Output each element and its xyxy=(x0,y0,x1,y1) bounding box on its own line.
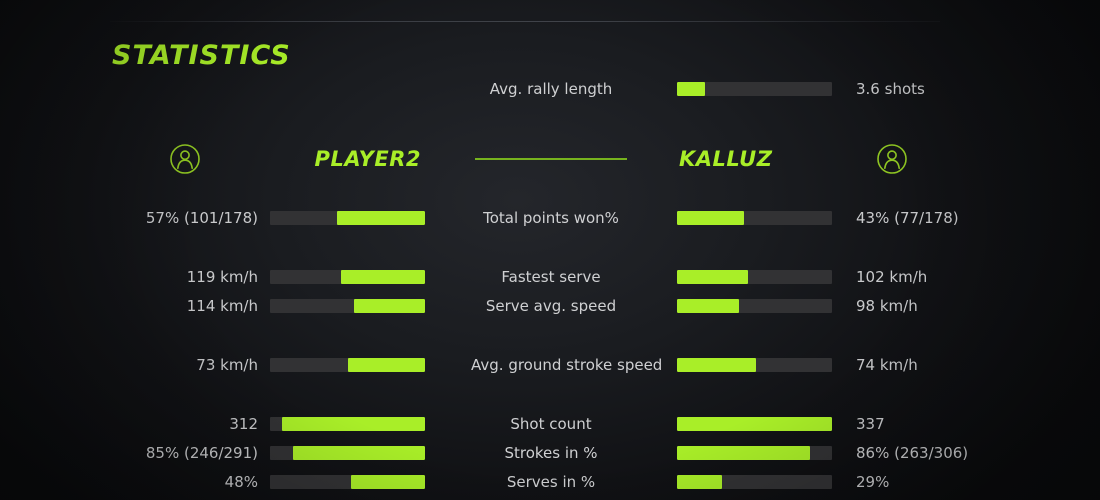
bar-fill xyxy=(341,270,425,284)
stat-value-right: 43% (77/178) xyxy=(856,209,959,227)
stat-value-left: 73 km/h xyxy=(196,356,258,374)
bar-fill xyxy=(336,211,425,225)
bar-fill xyxy=(293,446,425,460)
stat-value-avg-rally-length: 3.6 shots xyxy=(856,80,925,98)
bar-track xyxy=(677,475,832,489)
stat-row: 85% (246/291) Strokes in % 86% (263/306) xyxy=(0,440,1100,466)
stat-bar-left xyxy=(270,211,425,225)
stat-value-left: 312 xyxy=(229,415,258,433)
stat-value-right: 337 xyxy=(856,415,885,433)
stat-bar-left xyxy=(270,475,425,489)
bar-fill xyxy=(347,358,425,372)
bar-track xyxy=(270,270,425,284)
bar-fill xyxy=(677,82,705,96)
stat-label: Serve avg. speed xyxy=(485,297,617,315)
stat-label: Strokes in % xyxy=(504,444,598,462)
stat-bar-left xyxy=(270,270,425,284)
player-name-left: PLAYER2 xyxy=(314,147,421,171)
stat-value-right: 86% (263/306) xyxy=(856,444,969,462)
stat-value-right: 102 km/h xyxy=(856,268,928,286)
stat-label: Serves in % xyxy=(506,473,596,491)
avatar-left[interactable] xyxy=(110,143,260,175)
stat-label: Total points won% xyxy=(483,209,619,227)
stat-row: 57% (101/178) Total points won% 43% (77/17… xyxy=(0,205,1100,231)
bar-fill xyxy=(677,211,744,225)
stat-bar-left xyxy=(270,417,425,431)
bar-fill xyxy=(677,358,757,372)
bar-track xyxy=(677,299,832,313)
stat-row: 73 km/h Avg. ground stroke speed 74 km/h xyxy=(0,352,1100,378)
person-circle-icon xyxy=(877,144,907,174)
bar-fill xyxy=(350,475,425,489)
bar-fill xyxy=(677,417,832,431)
stat-bar-right xyxy=(677,211,832,225)
stat-row: 114 km/h Serve avg. speed 98 km/h xyxy=(0,293,1100,319)
stat-value-left: 85% (246/291) xyxy=(145,444,258,462)
stat-bar-right xyxy=(677,270,832,284)
bar-track xyxy=(677,358,832,372)
bar-track xyxy=(677,211,832,225)
bar-fill xyxy=(677,270,749,284)
bar-track xyxy=(677,446,832,460)
avatar-right[interactable] xyxy=(842,143,1000,175)
bar-fill xyxy=(677,299,739,313)
center-divider xyxy=(475,158,627,160)
bar-track xyxy=(270,211,425,225)
stat-row: 312 Shot count 337 xyxy=(0,411,1100,437)
stat-bar-right xyxy=(677,475,832,489)
stat-bar-left xyxy=(270,358,425,372)
stat-value-left: 119 km/h xyxy=(186,268,258,286)
bar-fill xyxy=(677,475,722,489)
player-name-right: KALLUZ xyxy=(679,147,773,171)
stat-value-right: 29% xyxy=(856,473,890,491)
bar-track xyxy=(270,358,425,372)
stat-value-right: 74 km/h xyxy=(856,356,918,374)
stat-bar-left xyxy=(270,299,425,313)
stat-value-right: 98 km/h xyxy=(856,297,918,315)
bar-track xyxy=(677,270,832,284)
stat-bar-right xyxy=(677,358,832,372)
stat-bar-right xyxy=(677,446,832,460)
stat-label-avg-rally-length: Avg. rally length xyxy=(489,80,613,98)
stat-label: Avg. ground stroke speed xyxy=(471,356,663,374)
stat-bar-left xyxy=(270,446,425,460)
stat-value-left: 48% xyxy=(224,473,258,491)
stat-label: Fastest serve xyxy=(501,268,601,286)
bar-track xyxy=(270,417,425,431)
bar-track xyxy=(677,82,832,96)
players-header: PLAYER2 KALLUZ xyxy=(0,140,1100,178)
stat-row: 48% Serves in % 29% xyxy=(0,469,1100,495)
bar-fill xyxy=(353,299,425,313)
stat-row-avg-rally-length: Avg. rally length 3.6 shots xyxy=(0,76,1100,102)
bar-fill xyxy=(677,446,811,460)
bar-track xyxy=(270,299,425,313)
stat-bar-right xyxy=(677,299,832,313)
page-title: STATISTICS xyxy=(112,40,291,71)
bar-track xyxy=(270,475,425,489)
stat-label: Shot count xyxy=(510,415,592,433)
bar-track xyxy=(270,446,425,460)
stat-bar-right xyxy=(677,417,832,431)
stat-value-left: 57% (101/178) xyxy=(145,209,258,227)
bar-track xyxy=(677,417,832,431)
header-divider xyxy=(110,21,940,22)
stat-value-left: 114 km/h xyxy=(186,297,258,315)
stat-row: 119 km/h Fastest serve 102 km/h xyxy=(0,264,1100,290)
person-circle-icon xyxy=(170,144,200,174)
bar-fill xyxy=(282,417,425,431)
stat-bar-avg-rally-length xyxy=(677,82,832,96)
